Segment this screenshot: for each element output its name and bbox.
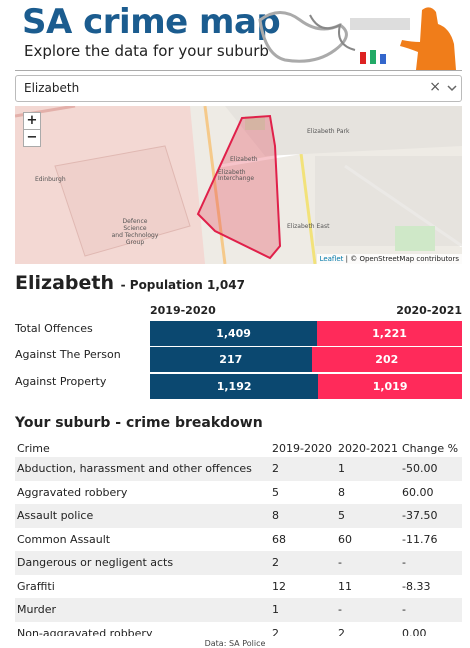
table-cell: -37.50 [402,509,438,522]
table-cell: - [338,603,342,616]
footer: Data: SA Police [204,639,266,648]
table-cell: 0.00 [402,626,427,637]
period-label: 2019-2020 [150,304,216,317]
table-cell: 60 [338,532,352,546]
row-label: Total Offences [15,322,93,335]
table-cell: Dangerous or negligent acts [17,556,174,569]
breakdown-table: Crime 2019-2020 2020-2021 Change % Abduction… [15,437,462,636]
table-cell: 5 [338,509,345,522]
table-cell: Change % [402,442,459,455]
table-row: Aggravated robbery 5 8 60.00 [15,480,462,504]
table-cell: 2 [272,462,279,475]
map-label: Interchange [218,175,254,182]
header-divider [15,70,462,71]
header-art [258,7,456,70]
row-label: Against Property [15,375,107,388]
table-cell: -11.76 [402,532,438,546]
comparison-bar: 1,019 [318,374,462,399]
table-row: Common Assault 68 60 -11.76 [15,527,462,551]
map-label: Elizabeth [218,169,246,176]
map-label: Elizabeth [230,156,258,163]
table-row: Crime 2019-2020 2020-2021 Change % [15,437,462,461]
table-cell: 8 [338,485,345,499]
comparison-bar: 1,192 [150,374,319,399]
table-row: Abduction, harassment and other offences… [15,457,462,481]
select-value: Elizabeth [24,81,80,95]
table-cell: Murder [17,603,57,616]
table-cell: 2020-2021 [338,442,398,455]
table-cell: 11 [338,579,352,593]
map[interactable]: Edinburgh Defence Science and Technology… [15,106,462,264]
table-cell: Assault police [17,509,94,522]
map-attribution: Leaflet | © OpenStreetMap contributors [316,254,462,264]
zoom-out[interactable]: − [23,129,41,147]
table-row: Assault police 8 5 -37.50 [15,504,462,528]
table-cell: 1 [272,603,279,616]
map-label: Science [123,225,147,232]
app-subtitle: Explore the data for your suburb [24,42,269,60]
table-cell: -8.33 [402,579,431,593]
table-row: Non-aggravated robbery 2 2 0.00 [15,621,462,637]
table-cell: -50.00 [402,462,438,475]
table-row: Murder 1 - - [15,598,462,622]
table-cell: 2019-2020 [272,442,332,455]
table-cell: - [338,556,342,569]
row-label: Against The Person [15,348,121,361]
map-label: Elizabeth East [287,223,330,230]
table-cell: Graffiti [17,579,55,593]
table-cell: 1 [338,462,345,475]
map-label: Edinburgh [35,176,66,183]
suburb-name: Elizabeth [15,272,114,294]
map-label: Defence [123,218,148,225]
table-cell: 8 [272,509,279,522]
table-cell: 2 [272,626,279,637]
table-cell: Non-aggravated robbery [17,626,153,637]
table-cell: Aggravated robbery [17,485,128,499]
table-row: Dangerous or negligent acts 2 - - [15,551,462,575]
breakdown-title: Your suburb - crime breakdown [15,415,263,431]
table-cell: Common Assault [17,532,111,546]
suburb-heading: Elizabeth - Population 1,047 [15,272,245,294]
attribution-text: © OpenStreetMap contributors [350,255,459,263]
select-chevron [447,85,457,92]
table-cell: - [402,556,406,569]
map-label: Elizabeth Park [307,128,350,135]
table-row: Graffiti 12 11 -8.33 [15,574,462,598]
comparison-bar: 202 [311,347,462,372]
map-label: and Technology [112,232,159,239]
zoom-in[interactable]: + [23,112,41,130]
table-cell: 12 [272,579,286,593]
suburb-population: - Population 1,047 [120,278,245,292]
comparison-bar: 217 [150,347,312,372]
table-cell: 5 [272,485,279,499]
table-cell: Crime [17,442,50,455]
attribution-sep: | [345,255,348,263]
table-cell: 60.00 [402,485,434,499]
table-cell: - [402,603,406,616]
map-tiles: Edinburgh Defence Science and Technology… [15,106,462,264]
leaflet-link[interactable]: Leaflet [319,255,344,263]
table-cell: 2 [338,626,345,637]
app-title: SA crime map [22,2,281,42]
comparison-bar: 1,221 [317,321,462,346]
period-label: 2020-2021 [396,304,462,317]
suburb-select[interactable]: Elizabeth × [15,75,462,102]
select-clear[interactable]: × [429,79,441,95]
map-label: Group [126,239,144,246]
table-cell: 68 [272,532,286,546]
table-cell: Abduction, harassment and other offences [17,462,252,475]
table-cell: 2 [272,556,279,569]
comparison-bar: 1,409 [150,321,318,346]
